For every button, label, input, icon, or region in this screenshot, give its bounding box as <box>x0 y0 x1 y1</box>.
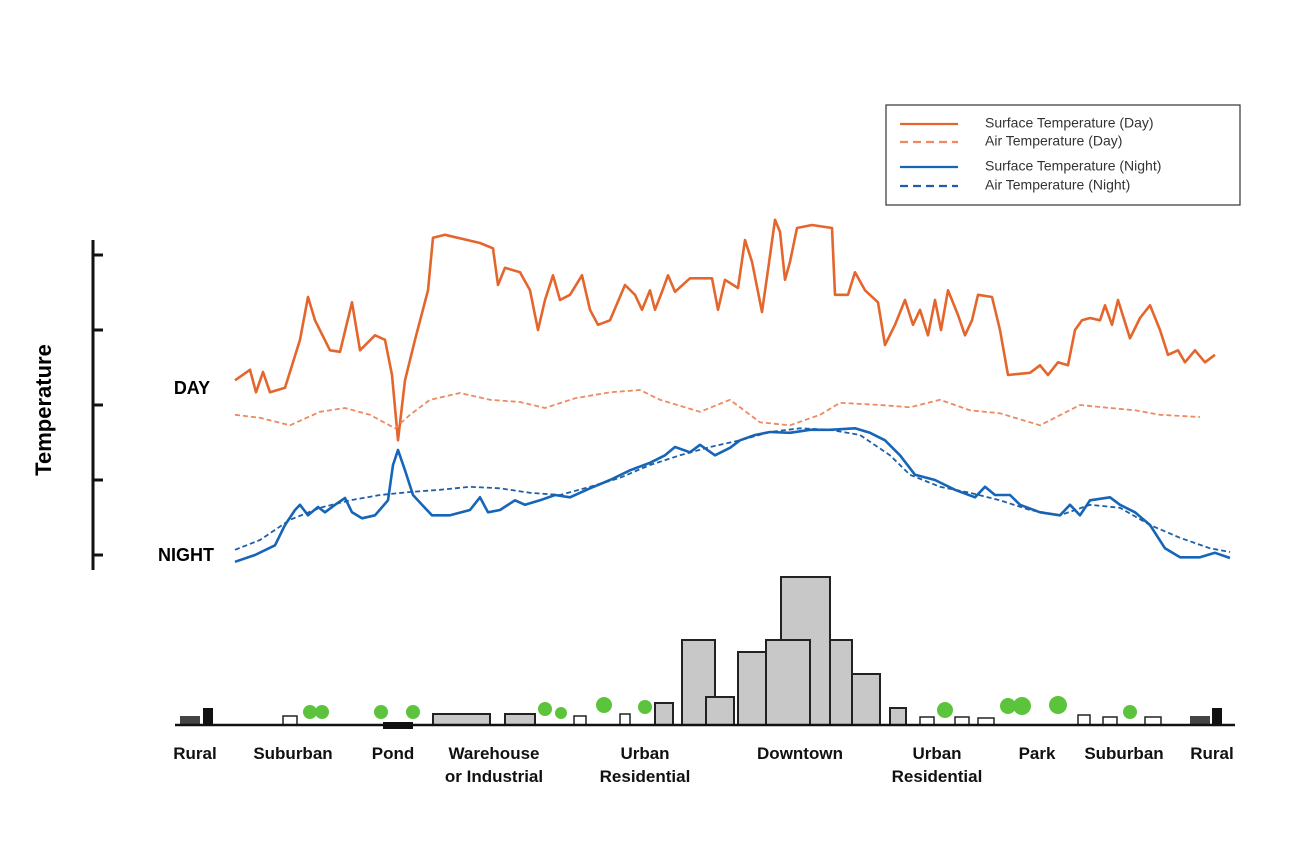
series-line <box>234 427 1231 553</box>
x-tick-label: Suburban <box>1084 744 1164 763</box>
building <box>737 651 767 726</box>
series-line <box>234 218 1216 442</box>
x-tick-label: Downtown <box>757 744 843 763</box>
x-tick-label: Urban Residential <box>891 744 983 786</box>
y-axis-label: Temperature <box>31 344 56 476</box>
legend-box <box>885 104 1241 206</box>
annotation: NIGHT <box>158 545 214 565</box>
building <box>829 639 853 726</box>
building <box>654 702 674 726</box>
building <box>705 696 735 726</box>
x-tick-label: Warehouse or Industrial <box>444 744 544 786</box>
x-tick-label: Urban Residential <box>599 744 691 786</box>
x-tick-label: Park <box>1018 744 1056 763</box>
legend-label: Surface Temperature (Day) <box>985 115 1154 131</box>
building <box>851 673 881 726</box>
x-tick-label: Rural <box>1190 744 1234 763</box>
x-tick-label: Suburban <box>253 744 333 763</box>
building <box>765 639 811 726</box>
legend-label: Surface Temperature (Night) <box>985 158 1161 174</box>
annotation: DAY <box>174 378 210 398</box>
building <box>889 707 907 726</box>
trees <box>303 696 1137 719</box>
silo <box>1212 708 1222 725</box>
legend-label: Air Temperature (Night) <box>985 177 1130 193</box>
legend-label: Air Temperature (Day) <box>985 133 1122 149</box>
barn <box>1190 716 1210 725</box>
building <box>504 713 536 726</box>
series-line <box>234 389 1201 430</box>
landscape <box>175 576 1235 729</box>
houses <box>282 713 1162 726</box>
silo <box>203 708 213 725</box>
x-tick-label: Pond <box>371 744 415 763</box>
barn <box>180 716 200 725</box>
building <box>432 713 491 726</box>
x-tick-label: Rural <box>173 744 217 763</box>
